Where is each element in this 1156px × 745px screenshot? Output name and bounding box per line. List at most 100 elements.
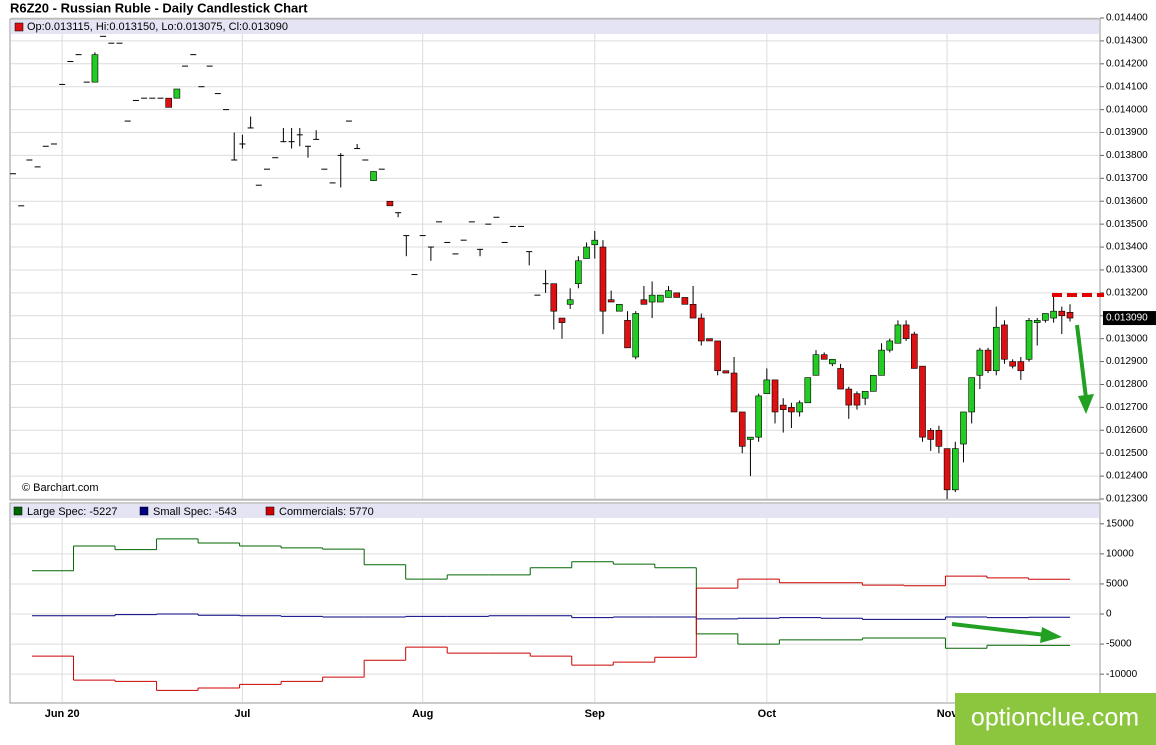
y-tick-label: 0.013400 xyxy=(1106,242,1148,253)
candle-body xyxy=(960,411,967,445)
candle-body xyxy=(730,372,738,413)
candle-body xyxy=(575,260,582,284)
candle-body xyxy=(714,340,721,372)
last-price-box xyxy=(1103,311,1156,326)
candle-body xyxy=(886,340,894,351)
arrow-head xyxy=(1078,394,1094,414)
legend-strip xyxy=(11,20,1099,34)
watermark-box xyxy=(955,693,1156,745)
y-tick-label: 0.013000 xyxy=(1106,333,1148,344)
candle-body xyxy=(951,448,959,491)
y-tick-label: -5000 xyxy=(1106,639,1132,650)
candle-body xyxy=(706,338,713,342)
credit: © Barchart.com xyxy=(22,482,99,494)
candle-body xyxy=(624,320,631,349)
arrow xyxy=(1075,324,1088,399)
candle-body xyxy=(968,377,975,413)
y-tick-label: 0.012700 xyxy=(1106,402,1148,413)
candle-body xyxy=(91,54,99,83)
candle-body xyxy=(599,246,607,312)
y-tick-label: 5000 xyxy=(1106,579,1129,590)
y-tick-label: 0.014400 xyxy=(1106,13,1148,24)
y-tick-label: 0.013900 xyxy=(1106,127,1148,138)
candle-body xyxy=(747,436,754,440)
candle-body xyxy=(911,333,918,369)
candle-body xyxy=(616,304,623,312)
candle-body xyxy=(640,299,648,305)
candle-body xyxy=(673,292,680,298)
y-tick-label: 0.012900 xyxy=(1106,356,1148,367)
x-tick-label: Jun 20 xyxy=(45,708,80,720)
arrow xyxy=(951,622,1047,637)
candle-body xyxy=(935,429,943,447)
legend-swatch xyxy=(139,506,149,516)
y-tick-label: 0.013500 xyxy=(1106,219,1148,230)
x-tick-label: Aug xyxy=(412,708,433,720)
candle-body xyxy=(722,370,730,374)
candle-body xyxy=(1017,361,1025,372)
candle-body xyxy=(1042,313,1049,321)
y-tick-label: 0.014000 xyxy=(1106,104,1148,115)
candle-body xyxy=(665,290,672,298)
candle-body xyxy=(902,324,910,339)
y-tick-label: 0.014300 xyxy=(1106,36,1148,47)
watermark: optionclue.com xyxy=(971,704,1139,732)
candle-body xyxy=(943,448,951,491)
candle-body xyxy=(681,297,689,305)
last-price-label: 0.013090 xyxy=(1106,313,1148,324)
x-tick-label: Oct xyxy=(758,708,777,720)
candle-body xyxy=(992,326,1000,372)
legend-swatch xyxy=(265,506,275,516)
legend-swatch xyxy=(13,506,23,516)
y-tick-label: 0 xyxy=(1106,609,1112,620)
y-tick-label: 10000 xyxy=(1106,549,1134,560)
candle-body xyxy=(1058,310,1066,317)
candle-body xyxy=(370,171,377,181)
candle-body xyxy=(984,349,992,372)
candle-body xyxy=(837,368,844,390)
candle-body xyxy=(894,324,902,344)
y-tick-label: 0.014200 xyxy=(1106,58,1148,69)
ohlc-legend: Op:0.013115, Hi:0.013150, Lo:0.013075, C… xyxy=(27,21,288,33)
y-tick-label: 0.013300 xyxy=(1106,265,1148,276)
candle-body xyxy=(689,304,697,319)
candle-body xyxy=(173,88,181,99)
candle-body xyxy=(386,200,394,207)
y-tick-label: 0.012600 xyxy=(1106,425,1148,436)
candle-body xyxy=(738,411,746,447)
candle-body xyxy=(927,429,935,440)
x-tick-label: Jul xyxy=(234,708,250,720)
y-tick-label: 0.012300 xyxy=(1106,494,1148,505)
candle-body xyxy=(1050,310,1057,319)
candle-body xyxy=(976,349,984,376)
candle-body xyxy=(820,354,828,360)
candle-body xyxy=(755,395,762,438)
y-tick-label: 0.013800 xyxy=(1106,150,1148,161)
legend-swatch xyxy=(14,22,24,32)
chart-title: R6Z20 - Russian Ruble - Daily Candlestic… xyxy=(10,0,308,15)
y-tick-label: 15000 xyxy=(1106,518,1134,529)
y-tick-label: 0.012400 xyxy=(1106,471,1148,482)
candle-body xyxy=(919,365,926,438)
x-tick-label: Nov xyxy=(937,708,959,720)
price-frame xyxy=(9,18,1101,501)
candle-body xyxy=(566,299,574,305)
y-tick-label: 0.014100 xyxy=(1106,81,1148,92)
candle-body xyxy=(632,313,640,358)
candle-body xyxy=(804,377,812,404)
y-tick-label: 0.012800 xyxy=(1106,379,1148,390)
y-tick-label: 0.013600 xyxy=(1106,196,1148,207)
candle-body xyxy=(812,354,820,376)
candle-body xyxy=(788,407,795,413)
candle-body xyxy=(861,391,869,399)
y-tick-label: -10000 xyxy=(1106,669,1138,680)
candle-body xyxy=(878,349,885,376)
candle-body xyxy=(1009,361,1016,367)
candle-body xyxy=(829,358,836,365)
candle-body xyxy=(697,317,705,342)
candle-body xyxy=(1001,324,1008,360)
cot-legend-strip xyxy=(11,504,1099,518)
arrow-head xyxy=(1040,627,1062,643)
